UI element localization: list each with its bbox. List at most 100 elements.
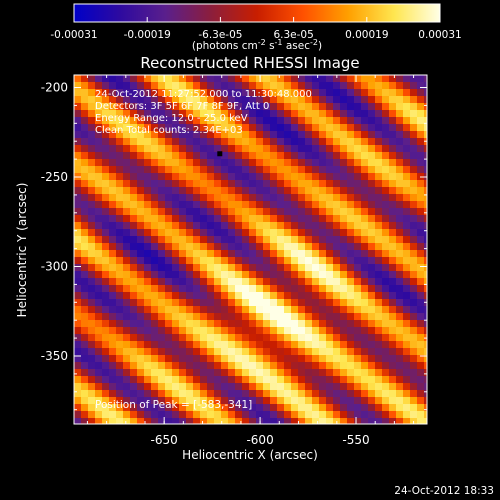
heatmap-cell	[207, 397, 215, 405]
heatmap-cell	[312, 362, 320, 370]
heatmap-cell	[340, 208, 348, 216]
heatmap-cell	[389, 264, 397, 272]
heatmap-cell	[361, 292, 369, 300]
heatmap-cell	[396, 411, 404, 419]
heatmap-cell	[368, 96, 376, 104]
heatmap-cell	[333, 166, 341, 174]
annotation-detectors: Detectors: 3F 5F 6F 7F 8F 9F, Att 0	[95, 101, 269, 112]
heatmap-cell	[116, 173, 124, 181]
heatmap-cell	[172, 278, 180, 286]
heatmap-cell	[165, 243, 173, 251]
heatmap-cell	[221, 215, 229, 223]
heatmap-cell	[312, 75, 320, 83]
heatmap-cell	[193, 124, 201, 132]
heatmap-cell	[193, 313, 201, 321]
heatmap-cell	[151, 418, 159, 424]
heatmap-cell	[382, 376, 390, 384]
heatmap-cell	[130, 89, 138, 97]
heatmap-cell	[109, 187, 117, 195]
heatmap-cell	[410, 299, 418, 307]
heatmap-cell	[228, 404, 236, 412]
heatmap-cell	[172, 383, 180, 391]
heatmap-cell	[179, 397, 187, 405]
heatmap-cell	[417, 341, 425, 349]
heatmap-cell	[109, 369, 117, 377]
heatmap-cell	[228, 285, 236, 293]
heatmap-cell	[102, 110, 110, 118]
heatmap-cell	[88, 278, 96, 286]
heatmap-cell	[102, 159, 110, 167]
heatmap-cell	[249, 215, 257, 223]
heatmap-cell	[312, 145, 320, 153]
heatmap-cell	[333, 173, 341, 181]
heatmap-cell	[277, 243, 285, 251]
heatmap-cell	[382, 390, 390, 398]
heatmap-cell	[333, 208, 341, 216]
heatmap-cell	[326, 383, 334, 391]
heatmap-cell	[361, 355, 369, 363]
heatmap-cell	[396, 229, 404, 237]
heatmap-cell	[298, 138, 306, 146]
heatmap-cell	[270, 131, 278, 139]
heatmap-cell	[270, 215, 278, 223]
heatmap-cell	[361, 313, 369, 321]
heatmap-cell	[410, 355, 418, 363]
heatmap-cell	[403, 110, 411, 118]
y-axis-ticks: -200-250-300-350	[41, 81, 427, 411]
heatmap-cell	[263, 96, 271, 104]
heatmap-cell	[102, 390, 110, 398]
heatmap-cell	[333, 229, 341, 237]
heatmap-cell	[354, 208, 362, 216]
heatmap-cell	[361, 341, 369, 349]
heatmap-cell	[207, 411, 215, 419]
heatmap-cell	[102, 341, 110, 349]
heatmap-cell	[347, 236, 355, 244]
heatmap-cell	[382, 159, 390, 167]
heatmap-cell	[249, 376, 257, 384]
heatmap-cell	[158, 82, 166, 90]
heatmap-cell	[326, 418, 334, 424]
heatmap-cell	[312, 348, 320, 356]
heatmap-cell	[284, 124, 292, 132]
heatmap-cell	[298, 355, 306, 363]
heatmap-cell	[158, 362, 166, 370]
heatmap-cell	[165, 117, 173, 125]
heatmap-cell	[207, 229, 215, 237]
heatmap-cell	[88, 89, 96, 97]
heatmap-cell	[123, 222, 131, 230]
heatmap-cell	[298, 215, 306, 223]
heatmap-cell	[249, 103, 257, 111]
heatmap-cell	[172, 215, 180, 223]
heatmap-cell	[256, 201, 264, 209]
heatmap-cell	[270, 362, 278, 370]
heatmap-cell	[263, 215, 271, 223]
heatmap-cell	[347, 75, 355, 83]
heatmap-cell	[256, 194, 264, 202]
heatmap-cell	[193, 194, 201, 202]
heatmap-cell	[130, 201, 138, 209]
heatmap-cell	[109, 89, 117, 97]
heatmap-cell	[263, 292, 271, 300]
heatmap-cell	[249, 96, 257, 104]
heatmap-cell	[368, 306, 376, 314]
heatmap-cell	[298, 117, 306, 125]
heatmap-cell	[221, 75, 229, 83]
heatmap-cell	[403, 271, 411, 279]
heatmap-cell	[410, 145, 418, 153]
heatmap-cell	[193, 82, 201, 90]
heatmap-cell	[151, 82, 159, 90]
heatmap-cell	[305, 313, 313, 321]
heatmap-cell	[396, 117, 404, 125]
heatmap-cell	[326, 96, 334, 104]
heatmap-cell	[284, 236, 292, 244]
heatmap-cell	[312, 131, 320, 139]
heatmap-cell	[95, 75, 103, 83]
heatmap-cell	[172, 313, 180, 321]
heatmap-cell	[340, 418, 348, 424]
heatmap-cell	[137, 229, 145, 237]
heatmap-cell	[88, 306, 96, 314]
heatmap-cell	[305, 334, 313, 342]
heatmap-cell	[347, 285, 355, 293]
heatmap-cell	[389, 131, 397, 139]
heatmap-cell	[333, 236, 341, 244]
